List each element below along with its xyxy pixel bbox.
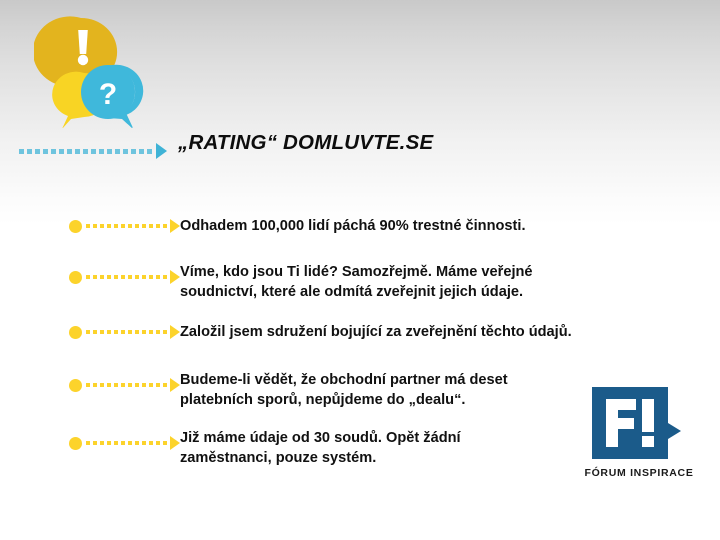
bullet-dot [69, 270, 82, 284]
list-item-line: Založil jsem sdružení bojující za zveřej… [180, 324, 572, 340]
list-item-text: Založil jsem sdružení bojující za zveřej… [180, 322, 680, 342]
list-item: Budeme-li vědět, že obchodní partner má … [0, 361, 720, 419]
list-item-line: Již máme údaje od 30 soudů. Opět žádní [180, 430, 461, 446]
list-item-line: soudnictví, které ale odmítá zveřejnit j… [180, 284, 524, 300]
list-item: Odhadem 100,000 lidí páchá 90% trestné č… [0, 205, 720, 253]
list-item-text: Budeme-li vědět, že obchodní partner má … [180, 370, 680, 410]
list-item-line: platebních sporů, nepůjdeme do „dealu“. [180, 392, 466, 408]
dotted-arrow-icon [69, 219, 180, 233]
title-row: „RATING“ DOMLUVTE.SE [0, 131, 720, 171]
list-item: Již máme údaje od 30 soudů. Opět žádní z… [0, 419, 720, 477]
forum-inspirace-mark [586, 385, 692, 461]
dotted-arrow-icon [69, 270, 180, 284]
forum-inspirace-caption: FÓRUM INSPIRACE [584, 467, 694, 479]
bullet-dot [69, 436, 82, 450]
dotted-arrow-icon [69, 325, 180, 339]
list-item-line: Odhadem 100,000 lidí páchá 90% trestné č… [180, 218, 526, 234]
list-item-text: Již máme údaje od 30 soudů. Opět žádní z… [180, 428, 680, 468]
forum-inspirace-logo: FÓRUM INSPIRACE [578, 385, 708, 490]
list-item-text: Víme, kdo jsou Ti lidé? Samozřejmě. Máme… [180, 262, 680, 302]
svg-text:?: ? [99, 78, 117, 111]
dotted-arrow-icon [69, 436, 180, 450]
list-item: Víme, kdo jsou Ti lidé? Samozřejmě. Máme… [0, 253, 720, 311]
page-title: „RATING“ DOMLUVTE.SE [178, 131, 434, 154]
list-item-text: Odhadem 100,000 lidí páchá 90% trestné č… [180, 216, 680, 236]
bullet-dot [69, 325, 82, 339]
list-item-line: Budeme-li vědět, že obchodní partner má … [180, 372, 508, 388]
dotted-arrow-icon [19, 143, 167, 159]
bullet-dot [69, 378, 82, 392]
bullet-list: Odhadem 100,000 lidí páchá 90% trestné č… [0, 205, 720, 477]
bullet-dot [69, 219, 82, 233]
list-item: Založil jsem sdružení bojující za zveřej… [0, 311, 720, 361]
dotted-arrow-icon [69, 378, 180, 392]
list-item-line: Víme, kdo jsou Ti lidé? Samozřejmě. Máme… [180, 264, 533, 280]
list-item-line: zaměstnanci, pouze systém. [180, 450, 377, 466]
speech-bubbles-logo: ? [34, 16, 154, 128]
question-bubble: ? [81, 64, 144, 128]
